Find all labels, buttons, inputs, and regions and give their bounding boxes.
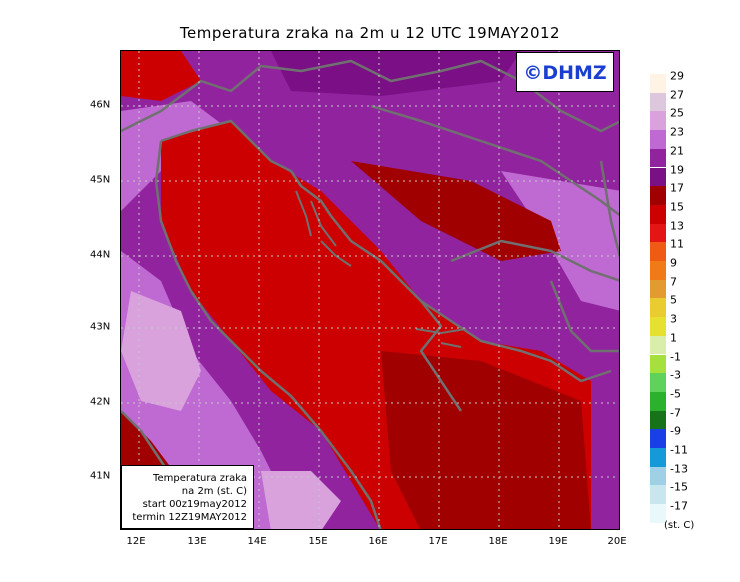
- legend-label: 7: [670, 275, 677, 289]
- info-line-2: na 2m (st. C): [181, 486, 247, 497]
- legend-swatch: [650, 410, 666, 430]
- legend-swatch: [650, 279, 666, 299]
- lon-label: 17E: [428, 536, 448, 547]
- legend-label: 25: [670, 106, 684, 120]
- land-light-east: [501, 171, 619, 311]
- lat-label: 43N: [90, 321, 111, 333]
- legend-label: 15: [670, 200, 684, 214]
- adriatic-south: [381, 351, 591, 529]
- lat-label: 41N: [90, 470, 111, 482]
- legend-swatch: [650, 429, 666, 448]
- legend-label: -17: [670, 499, 688, 513]
- legend-swatch: [650, 317, 666, 336]
- lon-label: 12E: [126, 536, 146, 547]
- graticule: [121, 51, 619, 529]
- legend-unit: (st. C): [664, 520, 695, 531]
- info-line-1: Temperatura zraka: [153, 473, 247, 484]
- dhmz-logo: ©DHMZ: [516, 52, 614, 92]
- legend-swatch: [650, 204, 666, 224]
- legend-label: -7: [670, 406, 681, 420]
- legend-swatch: [650, 261, 666, 280]
- map-canvas: [121, 51, 619, 529]
- land-pale-italy: [121, 291, 201, 411]
- lat-label: 44N: [90, 249, 111, 261]
- legend-label: 5: [670, 293, 677, 307]
- legend-label: 3: [670, 312, 677, 326]
- lon-label: 19E: [548, 536, 568, 547]
- legend-label: 17: [670, 181, 684, 195]
- legend-swatch: [650, 354, 666, 374]
- legend-label: 13: [670, 219, 684, 233]
- legend-swatch: [650, 130, 666, 149]
- legend-swatch: [650, 448, 666, 467]
- legend-label: -9: [670, 424, 681, 438]
- info-line-4: termin 12Z19MAY2012: [132, 512, 247, 523]
- legend-label: -3: [670, 368, 681, 382]
- temperature-map: [120, 50, 620, 530]
- legend-swatch: [650, 391, 666, 411]
- legend-label: -5: [670, 387, 681, 401]
- lon-label: 20E: [607, 536, 627, 547]
- info-box: Temperatura zraka na 2m (st. C) start 00…: [121, 465, 254, 529]
- legend-label: 27: [670, 88, 684, 102]
- lat-label: 42N: [90, 396, 111, 408]
- legend-swatch: [650, 74, 666, 93]
- legend-label: -15: [670, 480, 688, 494]
- legend-swatch: [650, 167, 666, 187]
- legend-swatch: [650, 298, 666, 318]
- lon-label: 18E: [488, 536, 508, 547]
- legend-label: 21: [670, 144, 684, 158]
- legend-label: -1: [670, 350, 681, 363]
- legend-swatch: [650, 223, 666, 243]
- legend-label: 9: [670, 256, 677, 270]
- legend-swatch: [650, 186, 666, 205]
- lon-label: 15E: [308, 536, 328, 547]
- legend-label: 23: [670, 125, 684, 139]
- land-hot-northwest: [121, 51, 201, 101]
- lon-label: 14E: [247, 536, 267, 547]
- islands: [295, 190, 467, 348]
- map-title: Temperatura zraka na 2m u 12 UTC 19MAY20…: [179, 24, 561, 42]
- land-dark-north: [271, 51, 521, 96]
- legend-swatch: [650, 485, 666, 505]
- info-line-3: start 00z19may2012: [142, 499, 247, 510]
- legend-swatch: [650, 92, 666, 112]
- legend-swatch: [650, 242, 666, 261]
- lon-label: 13E: [187, 536, 207, 547]
- legend-swatch: [650, 335, 666, 355]
- legend-label: 1: [670, 331, 677, 345]
- legend-swatch: [650, 111, 666, 131]
- legend-swatch: [650, 466, 666, 486]
- legend-label: -13: [670, 462, 688, 476]
- land-pale-south: [261, 471, 341, 529]
- legend-label: 11: [670, 237, 684, 251]
- legend-swatch: [650, 148, 666, 168]
- land-warm-bosnia: [351, 161, 561, 261]
- legend-swatch: [650, 373, 666, 392]
- lat-label: 46N: [90, 99, 111, 111]
- legend-label: 19: [670, 163, 684, 176]
- legend-swatch: [650, 504, 666, 523]
- legend-label: -11: [670, 443, 688, 457]
- legend-label: 29: [670, 69, 684, 83]
- lat-label: 45N: [90, 174, 111, 186]
- lon-label: 16E: [368, 536, 388, 547]
